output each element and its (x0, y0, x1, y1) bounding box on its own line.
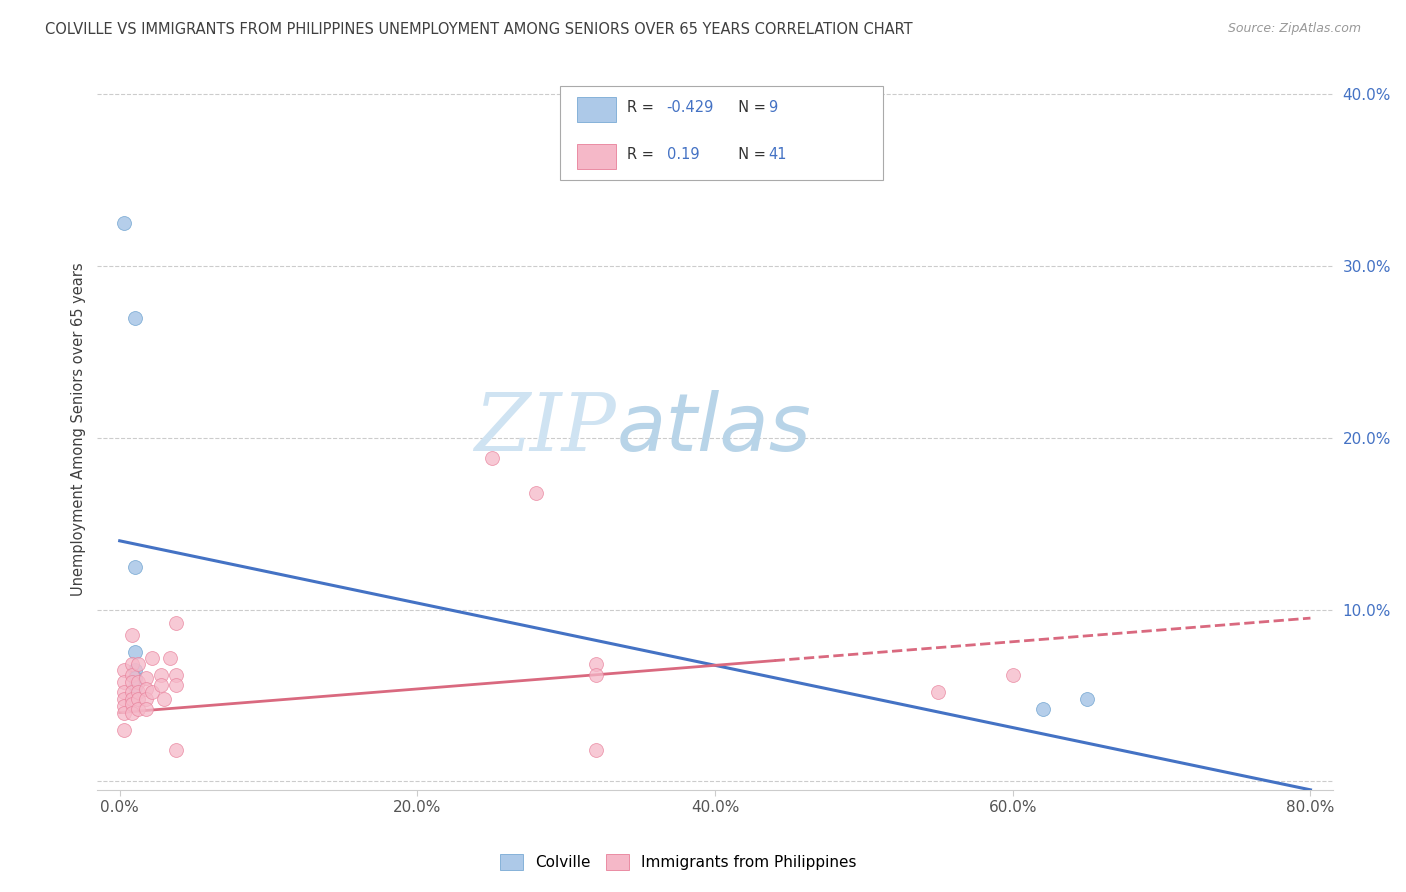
Point (112, 216, 135, 230)
Point (112, 723, 135, 737)
Point (112, 691, 135, 706)
Point (585, 743, 607, 757)
Point (159, 650, 181, 665)
Point (927, 685, 949, 699)
Point (121, 667, 143, 681)
Point (121, 706, 143, 720)
Text: 41: 41 (768, 147, 786, 161)
Point (112, 698, 135, 713)
Point (121, 697, 143, 711)
Text: 9: 9 (768, 100, 778, 114)
Point (112, 663, 135, 677)
Text: atlas: atlas (616, 390, 811, 468)
Point (124, 310, 146, 325)
Point (165, 616, 187, 631)
Text: Source: ZipAtlas.com: Source: ZipAtlas.com (1227, 22, 1361, 36)
Y-axis label: Unemployment Among Seniors over 65 years: Unemployment Among Seniors over 65 years (72, 262, 86, 596)
Point (127, 685, 149, 699)
Point (585, 657, 607, 672)
Point (165, 667, 187, 681)
Point (585, 667, 607, 681)
Point (124, 645, 146, 659)
Point (150, 678, 173, 692)
Point (1076, 691, 1098, 706)
Point (127, 674, 149, 689)
Point (112, 706, 135, 720)
Point (150, 667, 173, 681)
Text: N =: N = (728, 100, 770, 114)
Point (127, 657, 149, 672)
Point (124, 671, 146, 685)
Point (121, 685, 143, 699)
Point (1031, 702, 1053, 716)
Point (141, 685, 163, 699)
Point (135, 691, 157, 706)
Point (127, 691, 149, 706)
Text: COLVILLE VS IMMIGRANTS FROM PHILIPPINES UNEMPLOYMENT AMONG SENIORS OVER 65 YEARS: COLVILLE VS IMMIGRANTS FROM PHILIPPINES … (45, 22, 912, 37)
Point (135, 702, 157, 716)
Point (127, 702, 149, 716)
Text: ZIP: ZIP (474, 391, 616, 468)
Text: R =: R = (627, 147, 664, 161)
Text: N =: N = (728, 147, 770, 161)
Point (124, 680, 146, 694)
Point (112, 685, 135, 699)
Text: 0.19: 0.19 (666, 147, 699, 161)
Point (121, 657, 143, 672)
Point (526, 485, 548, 500)
Text: R =: R = (627, 100, 659, 114)
Point (124, 663, 146, 677)
Point (121, 674, 143, 689)
Point (124, 559, 146, 574)
Point (165, 743, 187, 757)
Legend: Colville, Immigrants from Philippines: Colville, Immigrants from Philippines (494, 847, 862, 876)
Point (481, 451, 503, 466)
Point (135, 671, 157, 685)
Text: -0.429: -0.429 (666, 100, 714, 114)
Point (112, 674, 135, 689)
Point (121, 691, 143, 706)
Point (165, 678, 187, 692)
Point (1001, 667, 1024, 681)
Point (121, 628, 143, 642)
Point (135, 681, 157, 696)
Point (141, 650, 163, 665)
Point (153, 691, 176, 706)
